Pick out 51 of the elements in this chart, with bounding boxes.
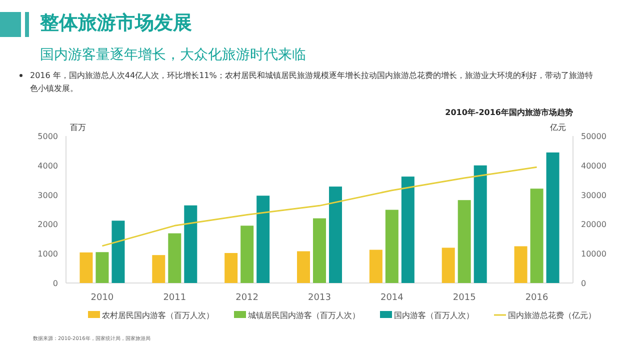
bar [152, 255, 166, 283]
bar [168, 233, 182, 283]
bar [369, 250, 382, 283]
bar [297, 251, 310, 283]
bar [313, 218, 326, 283]
y-axis-title: 百万 [70, 123, 86, 132]
bar [458, 200, 471, 283]
bar [401, 176, 414, 283]
bar [96, 252, 109, 283]
legend-label: 国内游客（百万人次） [394, 311, 474, 320]
y2-tick-label: 20000 [581, 220, 606, 230]
bar [112, 220, 125, 283]
y2-tick-label: 30000 [581, 190, 606, 200]
bar [184, 205, 198, 283]
chart-title: 整体旅游市场发展 [40, 11, 192, 36]
y-tick-label: 0 [52, 279, 58, 288]
bar [80, 252, 93, 283]
line-series [101, 166, 538, 247]
bar [474, 165, 487, 283]
y-tick-label: 3000 [38, 190, 58, 200]
x-tick-label: 2015 [452, 293, 476, 303]
bar [224, 253, 238, 283]
bar [256, 196, 270, 283]
x-tick-label: 2016 [525, 293, 549, 303]
x-tick-label: 2012 [236, 293, 259, 303]
y2-tick-label: 40000 [581, 161, 606, 170]
y2-tick-label: 50000 [581, 132, 606, 141]
y-tick-label: 5000 [38, 132, 58, 141]
x-tick-label: 2013 [308, 293, 331, 303]
y2-tick-label: 10000 [581, 250, 606, 259]
bar [514, 246, 528, 283]
x-tick-label: 2011 [163, 293, 186, 303]
y-tick-label: 2000 [38, 220, 58, 230]
text: 2010年-2016年国内旅游市场趋势 [445, 107, 573, 117]
bar [530, 188, 544, 283]
bar [329, 186, 342, 283]
legend-label: 国内旅游总花费（亿元） [508, 311, 596, 320]
x-tick-label: 2010 [90, 293, 114, 303]
bar [240, 226, 254, 283]
text: 2016 年，国内旅游总人次44亿人次，环比增长11%；农村居民和城镇居民旅游规模逐年增长拉动国内旅游总花费的增长，旅游业大环境的利好，带动了旅游特色小镇发展。 [30, 70, 594, 95]
legend-label: 农村居民国内游客（百万人次） [102, 311, 214, 320]
bar [385, 210, 398, 283]
bar [442, 248, 455, 283]
y2-axis-title: 亿元 [549, 123, 566, 132]
x-tick-label: 2014 [380, 293, 404, 303]
y2-tick-label: 0 [581, 279, 586, 288]
bar [546, 152, 560, 283]
legend-label: 城镇居民国内游客（百万人次） [247, 311, 360, 320]
y-tick-label: 1000 [38, 250, 58, 259]
y-tick-label: 4000 [38, 161, 58, 170]
chart-subtitle: 国内游客量逐年增长，大众化旅游时代来临 [40, 46, 306, 64]
